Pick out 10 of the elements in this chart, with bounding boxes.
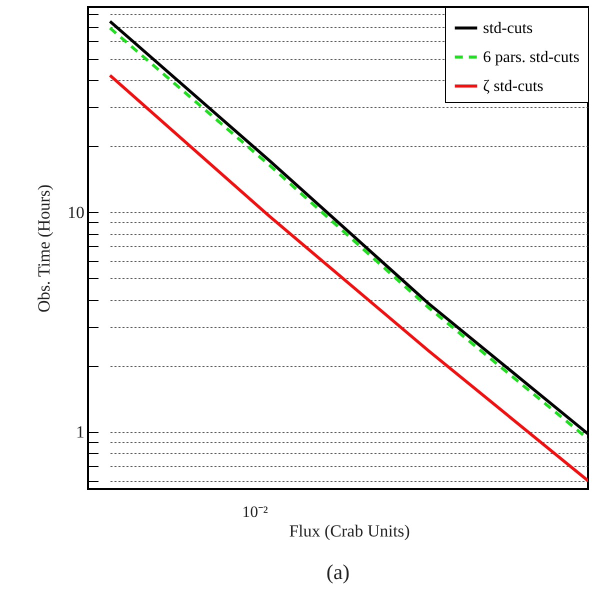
- line-series: [108, 74, 588, 482]
- legend-label: 6 pars. std-cuts: [483, 49, 580, 66]
- legend-label: std-cuts: [483, 20, 533, 37]
- y-tick-label: 1: [76, 422, 84, 442]
- text: (a): [326, 560, 350, 585]
- legend-label: ζ std-cuts: [483, 78, 544, 95]
- y-axis-title: Obs. Time (Hours): [34, 184, 54, 312]
- x-axis-title: Flux (Crab Units): [289, 522, 410, 540]
- text: 10⁻²: [242, 503, 268, 522]
- y-tick-label: 10: [68, 202, 84, 222]
